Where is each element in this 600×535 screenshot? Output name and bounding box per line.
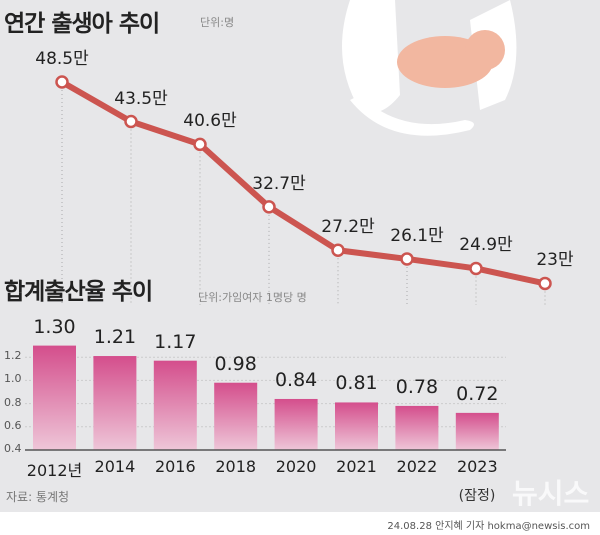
y-tick-label: 1.2 bbox=[4, 349, 22, 363]
births-line bbox=[60, 79, 546, 287]
tfr-title: 합계출산율 추이 bbox=[4, 279, 153, 305]
tfr-bar-chart bbox=[25, 345, 506, 451]
tfr-value-label: 0.98 bbox=[214, 352, 257, 375]
births-point bbox=[469, 261, 483, 276]
births-title: 연간 출생아 추이 bbox=[4, 11, 160, 37]
credit: 24.08.28 안지혜 기자 hokma@newsis.com bbox=[387, 521, 590, 532]
y-tick-label: 0.8 bbox=[4, 395, 22, 409]
births-point bbox=[124, 114, 138, 129]
tfr-value-label: 1.17 bbox=[154, 330, 197, 353]
tfr-value-label: 1.21 bbox=[93, 326, 137, 349]
y-tick-label: 1.0 bbox=[4, 372, 22, 386]
births-point bbox=[193, 137, 207, 152]
x-tick-label: 2014 bbox=[94, 457, 136, 476]
births-value-label: 26.1만 bbox=[390, 225, 444, 246]
tfr-bar bbox=[153, 360, 197, 450]
tfr-value-label: 0.72 bbox=[456, 382, 499, 405]
births-point bbox=[262, 200, 276, 214]
births-value-label: 23만 bbox=[536, 250, 574, 271]
births-point bbox=[331, 243, 345, 258]
tfr-value-label: 0.84 bbox=[274, 368, 318, 391]
tfr-bar bbox=[33, 345, 76, 450]
tfr-value-label: 0.78 bbox=[395, 375, 439, 398]
source: 자료: 통계청 bbox=[6, 490, 70, 504]
provisional-note: (잠정) bbox=[458, 488, 496, 504]
births-point bbox=[55, 75, 69, 89]
births-unit: 단위:명 bbox=[200, 16, 235, 29]
tfr-bar bbox=[395, 405, 439, 450]
x-tick-label: 2012년 bbox=[26, 461, 83, 480]
births-value-label: 27.2만 bbox=[321, 217, 375, 238]
footer: 24.08.28 안지혜 기자 hokma@newsis.com bbox=[0, 512, 600, 535]
x-tick-label: 2020 bbox=[275, 457, 317, 476]
x-tick-label: 2016 bbox=[154, 457, 196, 476]
mother-baby-illustration bbox=[342, 0, 517, 136]
births-value-label: 43.5만 bbox=[114, 88, 168, 109]
y-tick-label: 0.4 bbox=[4, 442, 22, 455]
births-point bbox=[538, 276, 552, 291]
tfr-bar bbox=[335, 402, 378, 450]
x-tick-label: 2018 bbox=[215, 457, 257, 476]
x-tick-label: 2021 bbox=[336, 457, 377, 476]
x-tick-label: 2022 bbox=[396, 457, 438, 476]
tfr-bar bbox=[274, 398, 318, 450]
tfr-bar bbox=[214, 382, 258, 450]
births-line-chart bbox=[55, 75, 552, 305]
y-tick-label: 0.6 bbox=[4, 418, 22, 432]
births-value-label: 24.9만 bbox=[459, 235, 513, 256]
births-value-label: 48.5만 bbox=[35, 49, 89, 69]
births-value-label: 40.6만 bbox=[183, 111, 237, 132]
births-point bbox=[400, 252, 414, 266]
watermark-logo: 뉴시스 bbox=[512, 477, 590, 510]
tfr-unit: 단위:가임여자 1명당 명 bbox=[198, 291, 307, 304]
births-value-label: 32.7만 bbox=[252, 173, 306, 194]
tfr-bar bbox=[93, 356, 137, 450]
x-tick-label: 2023 bbox=[456, 457, 498, 476]
tfr-value-label: 0.81 bbox=[335, 372, 378, 395]
tfr-value-label: 1.30 bbox=[33, 315, 76, 338]
tfr-bar bbox=[455, 412, 499, 450]
